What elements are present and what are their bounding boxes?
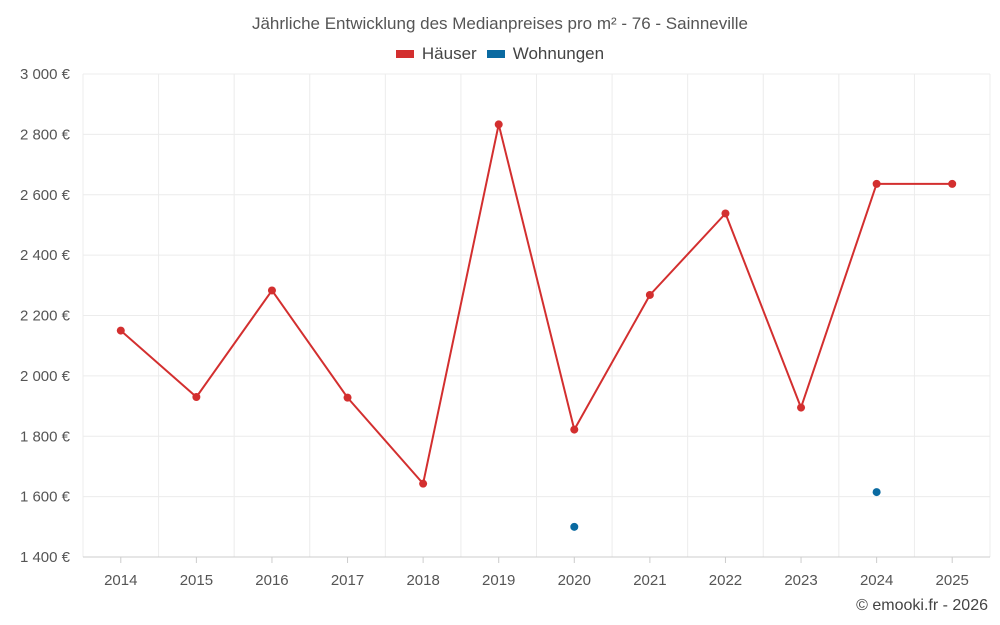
x-tick-label: 2023 (784, 572, 817, 589)
y-tick-label: 2 000 € (20, 368, 71, 385)
data-point-haeuser (419, 479, 428, 488)
legend-item-wohnungen[interactable]: Wohnungen (486, 44, 605, 64)
x-tick-label: 2015 (180, 572, 213, 589)
data-point-haeuser (192, 393, 201, 402)
chart-title: Jährliche Entwicklung des Medianpreises … (251, 14, 749, 33)
legend-swatch-wohnungen (486, 50, 505, 58)
data-point-wohnungen (872, 488, 881, 497)
data-point-haeuser (872, 179, 881, 188)
chart-legend: Häuser Wohnungen (0, 44, 1000, 64)
y-tick-label: 2 200 € (20, 308, 71, 325)
x-tick-label: 2024 (860, 572, 893, 589)
data-point-haeuser (721, 209, 730, 218)
data-point-haeuser (494, 120, 503, 129)
credit-text: © emooki.fr - 2026 (856, 597, 988, 614)
y-tick-label: 2 400 € (20, 247, 71, 264)
legend-label-wohnungen: Wohnungen (512, 44, 605, 63)
y-tick-label: 1 400 € (20, 549, 71, 566)
legend-swatch-haeuser (395, 50, 414, 58)
data-point-wohnungen (570, 522, 579, 531)
y-tick-label: 2 600 € (20, 187, 71, 204)
y-tick-label: 2 800 € (20, 126, 71, 143)
x-tick-label: 2020 (558, 572, 591, 589)
x-tick-label: 2018 (406, 572, 439, 589)
data-point-haeuser (116, 326, 125, 335)
x-tick-label: 2017 (331, 572, 364, 589)
x-tick-label: 2021 (633, 572, 666, 589)
data-point-haeuser (570, 425, 579, 434)
data-point-haeuser (267, 286, 276, 295)
series-line-haeuser (120, 123, 953, 485)
y-tick-label: 1 800 € (20, 428, 71, 445)
y-tick-label: 3 000 € (20, 66, 71, 83)
data-point-haeuser (948, 179, 957, 188)
legend-item-haeuser[interactable]: Häuser (395, 44, 477, 64)
x-tick-label: 2022 (709, 572, 742, 589)
data-point-haeuser (343, 393, 352, 402)
x-tick-label: 2014 (104, 572, 137, 589)
data-point-haeuser (797, 403, 806, 412)
x-tick-label: 2019 (482, 572, 515, 589)
legend-label-haeuser: Häuser (421, 44, 477, 63)
data-point-haeuser (645, 290, 654, 299)
x-tick-label: 2025 (936, 572, 969, 589)
y-tick-label: 1 600 € (20, 489, 71, 506)
x-tick-label: 2016 (255, 572, 288, 589)
